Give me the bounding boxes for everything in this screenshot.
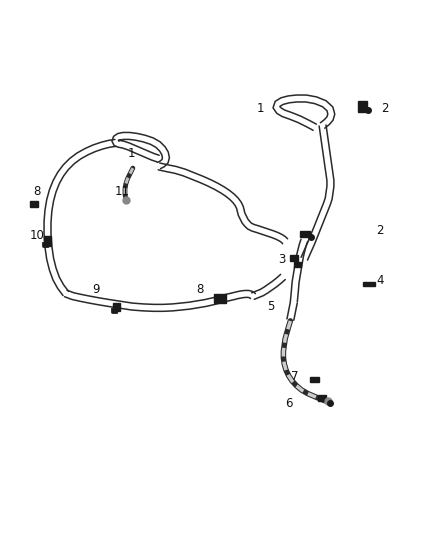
Text: 9: 9 (92, 282, 100, 296)
Text: 10: 10 (30, 229, 45, 241)
Bar (290, 255, 298, 261)
Text: 8: 8 (33, 185, 41, 198)
Bar (358, 101, 367, 111)
Bar (363, 282, 375, 286)
Bar (318, 395, 325, 400)
Text: 1: 1 (127, 147, 135, 160)
Text: 11: 11 (115, 185, 130, 198)
Text: 2: 2 (381, 102, 388, 116)
Text: 1: 1 (257, 102, 264, 116)
Text: 5: 5 (268, 300, 275, 313)
Text: 8: 8 (196, 282, 204, 296)
Bar (214, 294, 226, 303)
Bar (294, 262, 301, 266)
Text: 2: 2 (376, 224, 384, 237)
Text: 7: 7 (291, 370, 299, 383)
Bar (30, 201, 39, 207)
Text: 3: 3 (279, 254, 286, 266)
Bar (113, 303, 120, 311)
Text: 4: 4 (376, 274, 384, 287)
Bar (311, 377, 319, 382)
Bar (44, 237, 51, 246)
Text: 6: 6 (285, 397, 293, 410)
Bar (300, 231, 310, 237)
